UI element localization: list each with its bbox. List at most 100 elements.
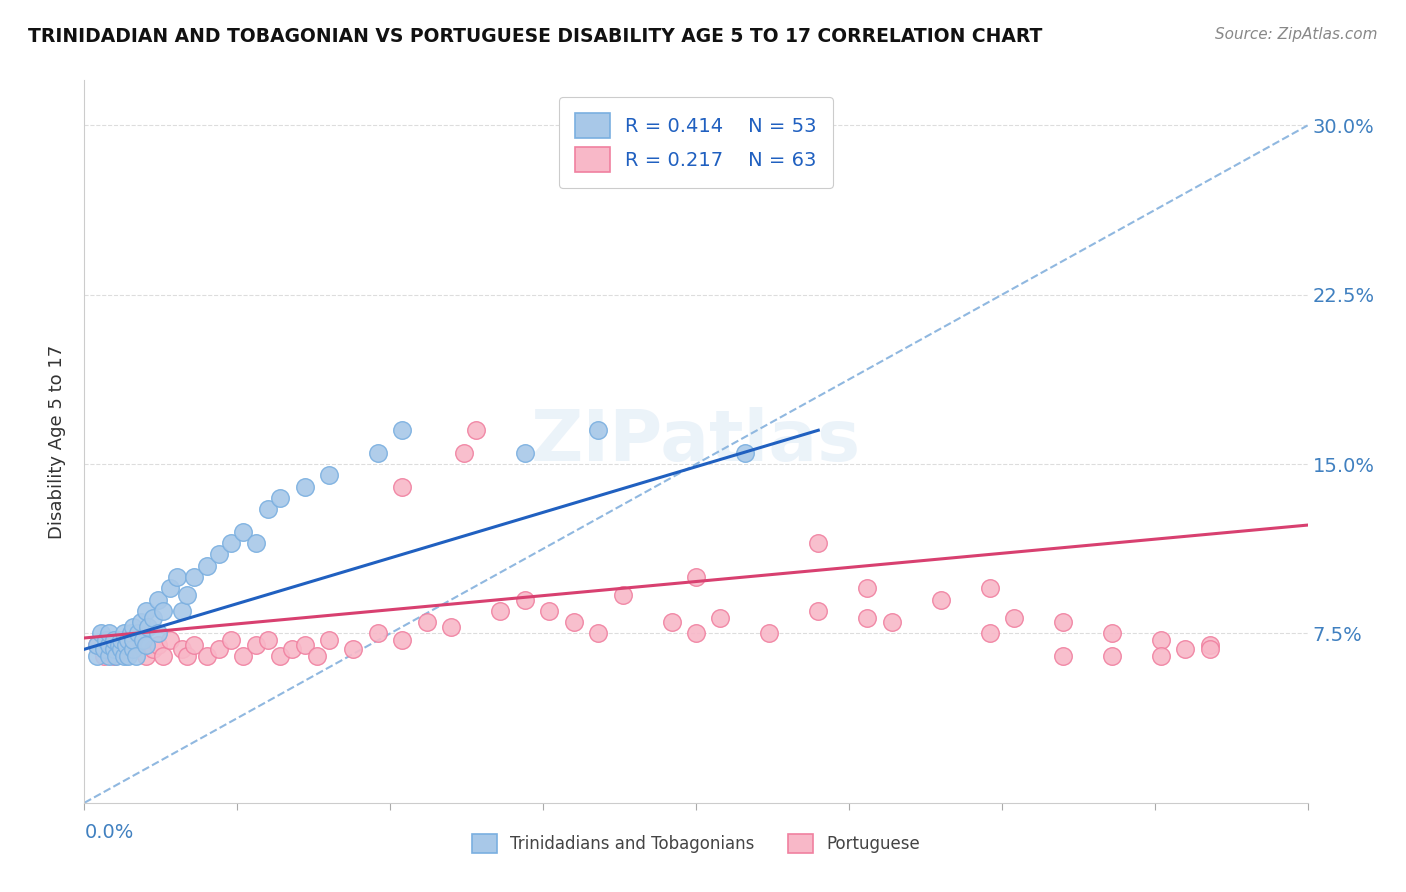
- Point: [513, 592, 536, 607]
- Point: [807, 604, 830, 618]
- Point: [219, 633, 242, 648]
- Point: [97, 648, 120, 663]
- Text: TRINIDADIAN AND TOBAGONIAN VS PORTUGUESE DISABILITY AGE 5 TO 17 CORRELATION CHAR: TRINIDADIAN AND TOBAGONIAN VS PORTUGUESE…: [28, 27, 1042, 45]
- Point: [159, 633, 181, 648]
- Point: [294, 480, 316, 494]
- Point: [807, 536, 830, 550]
- Point: [318, 468, 340, 483]
- Point: [146, 638, 169, 652]
- Point: [112, 626, 135, 640]
- Point: [661, 615, 683, 630]
- Point: [685, 570, 707, 584]
- Point: [489, 604, 512, 618]
- Point: [257, 502, 280, 516]
- Point: [294, 638, 316, 652]
- Point: [135, 638, 157, 652]
- Point: [112, 648, 135, 663]
- Point: [856, 582, 879, 596]
- Point: [453, 446, 475, 460]
- Point: [115, 638, 138, 652]
- Point: [122, 633, 145, 648]
- Point: [979, 626, 1001, 640]
- Point: [1198, 638, 1220, 652]
- Point: [586, 423, 609, 437]
- Point: [269, 491, 291, 505]
- Point: [513, 446, 536, 460]
- Point: [146, 626, 169, 640]
- Point: [120, 626, 142, 640]
- Point: [103, 648, 125, 663]
- Point: [979, 582, 1001, 596]
- Point: [127, 626, 149, 640]
- Point: [208, 642, 231, 657]
- Point: [1101, 626, 1123, 640]
- Point: [1002, 610, 1025, 624]
- Point: [125, 648, 148, 663]
- Point: [734, 446, 756, 460]
- Point: [136, 620, 159, 634]
- Point: [586, 626, 609, 640]
- Point: [135, 604, 157, 618]
- Point: [538, 604, 561, 618]
- Point: [232, 524, 254, 539]
- Point: [93, 648, 115, 663]
- Point: [1052, 615, 1074, 630]
- Point: [135, 648, 157, 663]
- Point: [110, 633, 132, 648]
- Point: [318, 633, 340, 648]
- Point: [97, 626, 120, 640]
- Point: [195, 648, 218, 663]
- Point: [685, 626, 707, 640]
- Point: [1150, 633, 1173, 648]
- Point: [305, 648, 328, 663]
- Legend: Trinidadians and Tobagonians, Portuguese: Trinidadians and Tobagonians, Portuguese: [465, 827, 927, 860]
- Point: [342, 642, 364, 657]
- Point: [416, 615, 439, 630]
- Text: ZIPatlas: ZIPatlas: [531, 407, 860, 476]
- Point: [183, 570, 205, 584]
- Point: [391, 423, 413, 437]
- Point: [117, 642, 139, 657]
- Point: [152, 604, 174, 618]
- Point: [142, 610, 165, 624]
- Point: [90, 626, 112, 640]
- Point: [208, 548, 231, 562]
- Point: [562, 615, 585, 630]
- Point: [464, 423, 486, 437]
- Point: [117, 648, 139, 663]
- Point: [709, 610, 731, 624]
- Point: [1052, 648, 1074, 663]
- Text: Source: ZipAtlas.com: Source: ZipAtlas.com: [1215, 27, 1378, 42]
- Point: [103, 642, 125, 657]
- Point: [1198, 642, 1220, 657]
- Point: [93, 642, 115, 657]
- Point: [132, 633, 155, 648]
- Point: [1101, 648, 1123, 663]
- Point: [183, 638, 205, 652]
- Point: [117, 633, 139, 648]
- Point: [929, 592, 952, 607]
- Point: [1150, 648, 1173, 663]
- Point: [367, 446, 389, 460]
- Point: [391, 633, 413, 648]
- Point: [166, 570, 188, 584]
- Point: [195, 558, 218, 573]
- Point: [110, 642, 132, 657]
- Point: [219, 536, 242, 550]
- Point: [129, 615, 152, 630]
- Point: [103, 633, 125, 648]
- Point: [97, 638, 120, 652]
- Point: [172, 642, 194, 657]
- Point: [110, 638, 132, 652]
- Point: [176, 648, 198, 663]
- Point: [96, 633, 118, 648]
- Point: [1174, 642, 1197, 657]
- Point: [232, 648, 254, 663]
- Point: [107, 638, 129, 652]
- Point: [440, 620, 463, 634]
- Point: [122, 642, 145, 657]
- Point: [245, 536, 267, 550]
- Point: [367, 626, 389, 640]
- Point: [257, 633, 280, 648]
- Point: [281, 642, 304, 657]
